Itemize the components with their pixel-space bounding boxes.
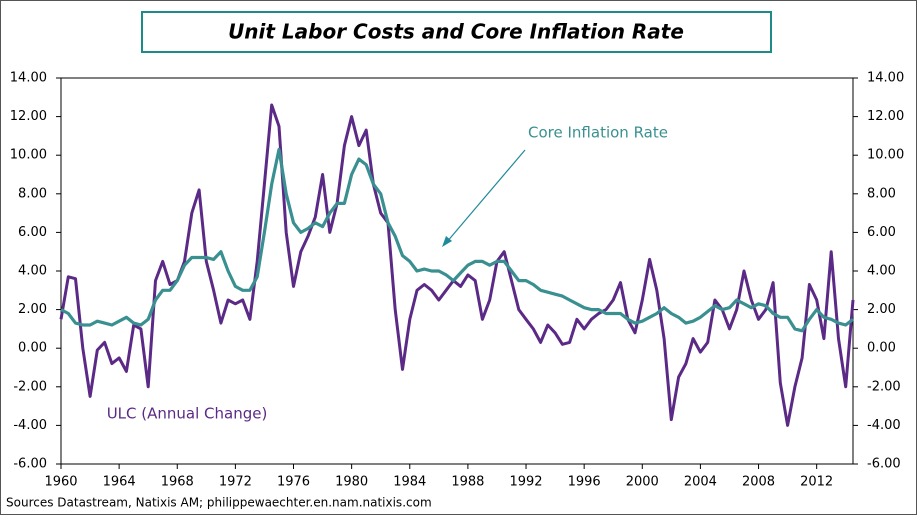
x-tick-label: 1976 xyxy=(277,475,310,490)
y2-tick-label: 6.00 xyxy=(867,225,896,240)
x-tick-label: 1972 xyxy=(219,475,252,490)
y-tick-label: 4.00 xyxy=(18,264,47,279)
annotation: ULC (Annual Change) xyxy=(107,405,268,423)
y-tick-label: 0.00 xyxy=(18,341,47,356)
x-tick-label: 2008 xyxy=(742,475,775,490)
y2-tick-label: -4.00 xyxy=(867,418,901,433)
y2-tick-label: -6.00 xyxy=(867,457,901,472)
y-tick-label: -6.00 xyxy=(13,457,47,472)
y-tick-label: 2.00 xyxy=(18,302,47,317)
y2-tick-label: 10.00 xyxy=(867,148,904,163)
x-tick-label: 2004 xyxy=(684,475,717,490)
arrow xyxy=(445,149,526,244)
arrow-head xyxy=(442,236,452,247)
source: Sources Datastream, Natixis AM; philippe… xyxy=(6,496,432,510)
chart-title: Unit Labor Costs and Core Inflation Rate xyxy=(228,20,684,44)
x-tick-label: 1960 xyxy=(44,475,77,490)
x-tick-label: 1980 xyxy=(335,475,368,490)
y-tick-label: 14.00 xyxy=(10,71,47,86)
y-tick-label: -2.00 xyxy=(13,379,47,394)
x-tick-label: 1988 xyxy=(451,475,484,490)
x-tick-label: 1968 xyxy=(161,475,194,490)
y-tick-label: 10.00 xyxy=(10,148,47,163)
y2-tick-label: 12.00 xyxy=(867,109,904,124)
x-tick-label: 1984 xyxy=(393,475,426,490)
y2-tick-label: -2.00 xyxy=(867,379,901,394)
x-tick-label: 1996 xyxy=(568,475,601,490)
y-tick-label: -4.00 xyxy=(13,418,47,433)
x-tick-label: 1964 xyxy=(103,475,136,490)
title-box xyxy=(141,11,772,53)
y2-tick-label: 4.00 xyxy=(867,264,896,279)
y-tick-label: 8.00 xyxy=(18,186,47,201)
y2-tick-label: 8.00 xyxy=(867,186,896,201)
y-tick-label: 6.00 xyxy=(18,225,47,240)
y2-tick-label: 2.00 xyxy=(867,302,896,317)
series-line xyxy=(60,147,854,333)
annotation: Core Inflation Rate xyxy=(528,124,668,142)
x-tick-label: 1992 xyxy=(509,475,542,490)
y2-tick-label: 14.00 xyxy=(867,71,904,86)
x-tick-label: 2012 xyxy=(800,475,833,490)
y-tick-label: 12.00 xyxy=(10,109,47,124)
x-tick-label: 2000 xyxy=(626,475,659,490)
y2-tick-label: 0.00 xyxy=(867,341,896,356)
